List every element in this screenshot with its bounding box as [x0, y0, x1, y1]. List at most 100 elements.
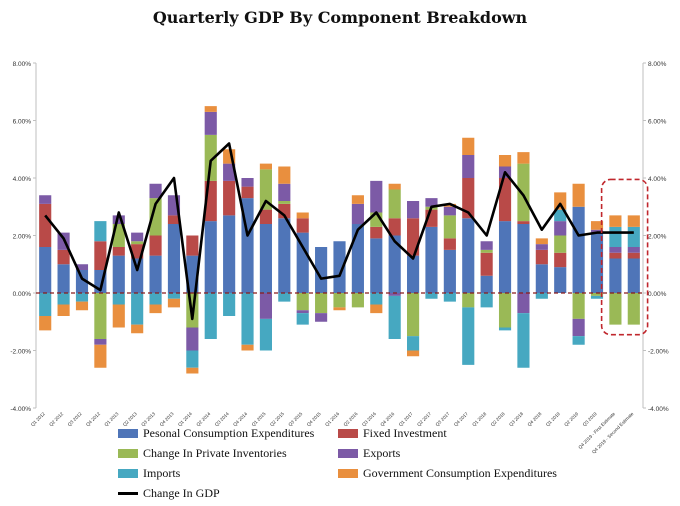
bar-fixed-investment-4: [112, 247, 125, 256]
bar-exports-9: [204, 111, 217, 135]
bar-government-28: [554, 192, 567, 210]
legend-label-fixed-investment: Fixed Investment: [363, 426, 447, 440]
bar-government-27: [535, 238, 548, 245]
legend-swatch-gdp-line: [118, 492, 138, 495]
bar-fixed-investment-27: [535, 249, 548, 265]
bar-pce-16: [333, 241, 346, 293]
bar-exports-21: [425, 198, 438, 207]
bar-exports-27: [535, 244, 548, 250]
bar-pce-20: [407, 255, 420, 293]
y-tick-label-left: 2.00%: [13, 234, 32, 241]
bar-pce-2: [75, 270, 89, 293]
bar-fixed-investment-10: [223, 180, 236, 216]
x-tick-label-9: Q2 2014: [195, 411, 211, 427]
bar-imports-22: [443, 293, 456, 302]
bar-exports-8: [186, 327, 199, 351]
bar-pce-21: [425, 226, 438, 293]
bar-government-13: [278, 166, 291, 184]
bar-inventories-14: [296, 293, 309, 311]
bar-exports-0: [39, 195, 52, 204]
bar-government-8: [186, 367, 199, 374]
bar-pce-24: [480, 275, 493, 293]
bar-imports-21: [425, 293, 438, 299]
bar-government-30: [590, 221, 604, 230]
bar-exports-10: [223, 163, 236, 181]
x-tick-label-4: Q1 2013: [103, 411, 119, 427]
y-tick-label-left: 4.00%: [13, 176, 32, 183]
bar-inventories-9: [204, 134, 217, 181]
bar-exports-26: [517, 293, 530, 314]
legend-item-pce: Pesonal Consumption Expenditures: [118, 426, 314, 441]
bar-imports-12: [259, 318, 272, 351]
bar-pce-18: [370, 238, 383, 293]
x-tick-label-18: Q3 2016: [361, 411, 377, 427]
bar-imports-27: [535, 293, 548, 299]
bar-pce-22: [443, 249, 456, 293]
bar-fixed-investment-6: [149, 235, 162, 256]
bar-inventories-23: [462, 293, 475, 308]
bar-pce-7: [167, 224, 181, 293]
bar-government-29: [572, 183, 585, 207]
x-tick-label-1: Q2 2012: [48, 411, 64, 427]
bar-imports-10: [223, 293, 236, 316]
bar-imports-24: [480, 293, 493, 308]
y-tick-label-right: 4.00%: [648, 176, 667, 183]
legend-swatch-inventories: [118, 449, 138, 458]
bar-imports-8: [186, 350, 199, 368]
bar-pce-28: [554, 267, 567, 293]
legend-item-fixed-investment: Fixed Investment: [338, 426, 447, 441]
bar-inventories-32: [627, 293, 640, 325]
bar-pce-23: [462, 218, 475, 293]
bar-pce-27: [535, 264, 548, 293]
bar-fixed-investment-1: [57, 249, 70, 265]
bar-exports-18: [370, 180, 383, 213]
bar-imports-1: [57, 293, 70, 305]
x-tick-label-20: Q1 2017: [398, 411, 414, 427]
y-tick-label-right: 8.00%: [648, 61, 667, 68]
legend-swatch-imports: [118, 469, 138, 478]
bar-inventories-24: [480, 249, 493, 253]
bar-government-31: [609, 215, 622, 227]
x-tick-label-5: Q2 2013: [122, 411, 138, 427]
legend-label-gdp-line: Change In GDP: [143, 486, 220, 500]
x-tick-label-6: Q3 2013: [140, 411, 156, 427]
bar-fixed-investment-22: [443, 238, 456, 250]
bar-pce-15: [315, 247, 328, 293]
bar-government-32: [627, 215, 640, 227]
bar-fixed-investment-0: [39, 203, 52, 247]
bar-exports-5: [131, 232, 144, 242]
bar-fixed-investment-8: [186, 235, 199, 256]
x-tick-label-0: Q1 2012: [30, 411, 46, 427]
bar-inventories-16: [333, 293, 346, 308]
bar-pce-1: [57, 264, 70, 293]
x-tick-label-23: Q4 2017: [453, 411, 469, 427]
bar-imports-30: [590, 295, 604, 299]
bar-imports-7: [167, 293, 181, 299]
bar-government-23: [462, 137, 475, 155]
legend-swatch-pce: [118, 429, 138, 438]
bar-inventories-28: [554, 235, 567, 253]
bar-imports-6: [149, 293, 162, 305]
bar-fixed-investment-23: [462, 178, 475, 219]
bar-fixed-investment-24: [480, 252, 493, 276]
chart-title: Quarterly GDP By Component Breakdown: [152, 8, 528, 27]
bar-inventories-15: [315, 293, 328, 314]
bar-inventories-3: [94, 293, 107, 339]
bar-government-9: [204, 106, 217, 112]
bar-exports-22: [443, 206, 456, 216]
bar-imports-20: [407, 336, 420, 351]
y-tick-label-left: -2.00%: [10, 349, 31, 356]
bar-inventories-20: [407, 293, 420, 337]
bar-imports-26: [517, 313, 530, 368]
bar-exports-11: [241, 178, 254, 187]
bar-exports-30: [590, 229, 604, 233]
bar-fixed-investment-3: [94, 241, 107, 270]
x-tick-label-2: Q3 2012: [67, 411, 83, 427]
bar-exports-12: [259, 293, 272, 319]
bar-pce-9: [204, 221, 217, 293]
bar-imports-2: [75, 293, 89, 302]
bar-pce-17: [351, 224, 364, 293]
x-tick-label-17: Q2 2016: [343, 411, 359, 427]
